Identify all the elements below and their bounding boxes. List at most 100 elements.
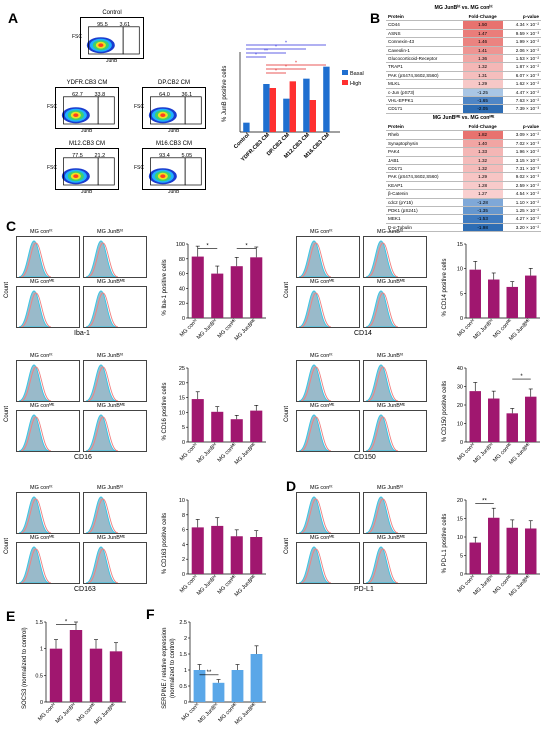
bar xyxy=(193,670,206,702)
fold-change: -1.35 xyxy=(462,206,503,216)
y-tick-label: 0 xyxy=(40,700,43,706)
gate-left-percent: 95.5 xyxy=(97,22,108,28)
table-row: cdc2 (pY15) -1.28 1.10 × 10⁻² xyxy=(386,198,541,208)
bar-basal xyxy=(283,98,290,132)
histogram-label: MG conʰᵗ xyxy=(30,485,53,491)
histogram-count-label: Count xyxy=(4,537,10,554)
stained-histogram xyxy=(87,548,119,583)
histogram-marker-label: CD163 xyxy=(74,586,96,593)
histogram xyxy=(296,410,360,452)
panel-letter-c: C xyxy=(6,218,17,234)
y-axis-label: % Iba-1 positive cells xyxy=(162,259,168,315)
significance-star: * xyxy=(65,620,68,626)
x-tick-label: MG JunBᴹᴱ xyxy=(233,317,258,342)
y-tick-label: 20 xyxy=(179,301,185,307)
y-axis-label: SERPINE / relative expression xyxy=(162,628,168,709)
y-tick-label: 4 xyxy=(182,542,185,548)
histogram xyxy=(363,360,427,402)
protein-name: JAB1 xyxy=(386,156,463,166)
protein-name: PDK1 (pS241) xyxy=(386,206,463,216)
fold-change: 1.29 xyxy=(462,79,503,89)
protein-table-1: Protein Fold-Change p-value CD44 1.50 4.34 × … xyxy=(386,13,541,114)
y-tick-label: 10 xyxy=(457,535,463,541)
y-tick-label: 0 xyxy=(182,572,185,578)
histogram xyxy=(83,286,147,328)
x-tick-label: MG JunBᴹᴱ xyxy=(93,701,118,726)
gate-right xyxy=(122,26,140,55)
y-tick-label: 1 xyxy=(184,668,187,674)
histogram-label: MG JunBʰᵗ xyxy=(377,485,404,491)
flow-plot-title: M12.CB3 CM xyxy=(68,141,105,147)
stained-histogram xyxy=(20,548,52,583)
table1-title: MG JunBʰᵗ vs. MG conʰᵗ xyxy=(434,5,493,11)
protein-name: MEK1 xyxy=(386,214,463,224)
significance-star: * xyxy=(285,41,287,47)
control-histogram xyxy=(18,414,50,451)
flow-xlabel: JunB xyxy=(168,128,180,134)
y-tick-label: 8 xyxy=(182,513,185,519)
y-tick-label: 5 xyxy=(182,425,185,431)
y-tick-label: 25 xyxy=(179,366,185,372)
fold-change: -2.05 xyxy=(462,104,503,114)
gate-left-percent: 64.0 xyxy=(159,92,170,98)
fold-change: 1.82 xyxy=(462,130,503,140)
flow-ylabel: FSC xyxy=(47,165,57,171)
control-histogram xyxy=(85,240,117,277)
protein-name: cdc2 (pY15) xyxy=(386,198,463,208)
control-histogram xyxy=(365,240,397,277)
table2-title: MG JunBᴹᴱ vs. MG conᴹᴱ xyxy=(432,115,495,121)
stained-histogram xyxy=(20,366,52,401)
protein-name: Rheb xyxy=(386,130,463,140)
y-axis-label: % JunB positive cells xyxy=(222,66,228,122)
fold-change: -1.53 xyxy=(462,214,503,224)
panel-letter-f: F xyxy=(146,606,155,622)
table-row: TRAP1 1.32 1.87 × 10⁻² xyxy=(386,62,541,72)
stained-histogram xyxy=(20,416,52,451)
significance-star: ** xyxy=(482,499,487,505)
histogram-label: MG JunBᴹᴱ xyxy=(377,403,405,409)
bar xyxy=(250,537,263,574)
histogram xyxy=(363,542,427,584)
legend-swatch xyxy=(342,80,348,85)
histogram-marker-label: CD16 xyxy=(74,454,92,461)
table-row: MLKL 1.29 1.62 × 10⁻² xyxy=(386,79,541,89)
table-row: PAK4 1.33 1.96 × 10⁻² xyxy=(386,147,541,157)
panel-letter-a: A xyxy=(8,10,19,26)
protein-table-2: Protein Fold-Change p-value Rheb 1.82 3.09 × … xyxy=(386,123,541,233)
flow-plot-title: DP.CB2 CM xyxy=(158,80,190,86)
gate-right xyxy=(97,96,115,125)
table-row: ASNS 1.47 9.59 × 10⁻³ xyxy=(386,29,541,39)
bar xyxy=(191,527,204,574)
control-histogram xyxy=(85,414,117,451)
table-row: PAK (pS474,S602,S560) 1.29 9.02 × 10⁻³ xyxy=(386,172,541,182)
control-histogram xyxy=(365,496,397,533)
table-row: Caveolin-1 1.41 2.06 × 10⁻² xyxy=(386,46,541,56)
histogram-label: MG JunBᴹᴱ xyxy=(97,535,125,541)
p-value: 9.59 × 10⁻³ xyxy=(502,29,541,39)
fold-change: 1.50 xyxy=(462,20,503,30)
y-tick-label: 6 xyxy=(182,528,185,534)
bar xyxy=(506,286,518,318)
histogram xyxy=(16,410,80,452)
y-axis-label: % CD16 positive cells xyxy=(162,382,168,440)
flow-xlabel: JunB xyxy=(81,128,93,134)
fold-change: 1.41 xyxy=(462,46,503,56)
bar-basal xyxy=(243,122,250,132)
flow-plot-title: Control xyxy=(102,10,122,16)
p-value: 7.31 × 10⁻³ xyxy=(502,164,541,174)
p-value: 7.63 × 10⁻² xyxy=(502,96,541,106)
histogram xyxy=(296,236,360,278)
stained-histogram xyxy=(87,292,119,327)
control-histogram xyxy=(85,546,117,583)
bar xyxy=(212,682,225,702)
y-tick-label: 0.5 xyxy=(179,684,187,690)
gate-left-percent: 62.7 xyxy=(72,92,83,98)
fold-change: 1.40 xyxy=(462,139,503,149)
x-tick-label: MG JunBʰᵗ xyxy=(472,573,496,597)
histogram xyxy=(296,542,360,584)
histogram-label: MG conᴹᴱ xyxy=(30,403,55,409)
